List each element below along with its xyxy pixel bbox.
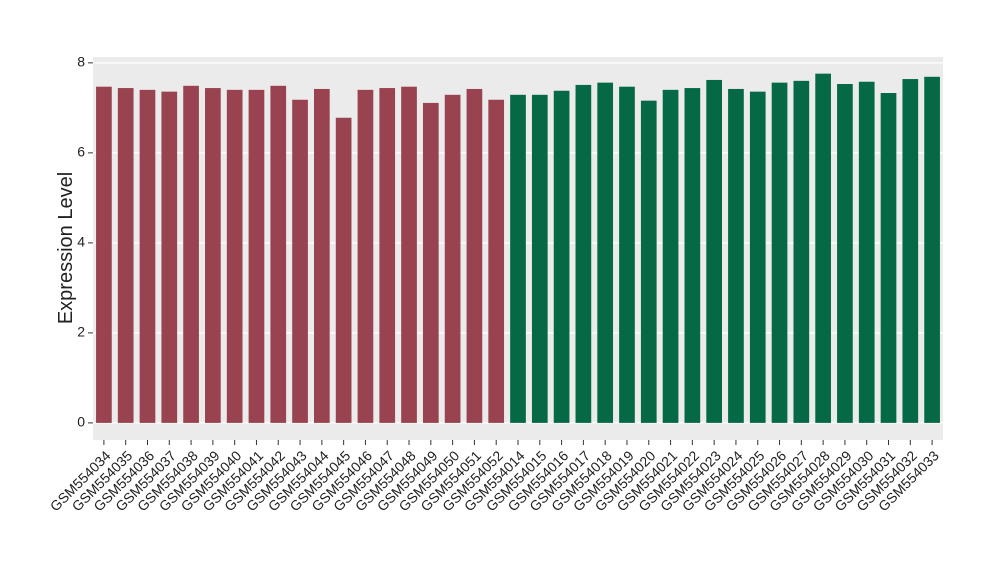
bar (161, 91, 178, 423)
bar (357, 89, 374, 423)
y-axis-title: Expression Level (55, 172, 77, 324)
bar (597, 82, 614, 423)
y-tick-label: 4 (77, 234, 85, 250)
bar (96, 86, 112, 423)
bar (422, 102, 439, 423)
bar (924, 76, 940, 423)
bar (902, 79, 919, 423)
bar (139, 89, 156, 423)
bar (815, 73, 831, 423)
y-tick-label: 8 (77, 54, 85, 70)
bar (270, 85, 287, 423)
y-tick-label: 2 (77, 324, 85, 340)
bar (183, 85, 199, 423)
y-tick-label: 0 (77, 414, 85, 430)
bar (575, 84, 592, 423)
bar (205, 88, 221, 423)
bar (728, 88, 744, 423)
bar (749, 91, 766, 423)
bar (466, 88, 483, 423)
bar (401, 86, 417, 423)
bar (444, 94, 461, 423)
bar (858, 81, 875, 423)
bar (553, 90, 570, 423)
bar (379, 88, 396, 423)
bar (292, 99, 308, 423)
bar (619, 86, 635, 423)
bar (771, 82, 788, 423)
bar (531, 94, 548, 423)
bar (793, 80, 810, 423)
bar (226, 89, 243, 423)
bar (662, 89, 679, 423)
y-tick-label: 6 (77, 144, 85, 160)
bar (248, 89, 265, 423)
bar (837, 84, 853, 423)
bar (314, 88, 330, 423)
bar (510, 94, 526, 423)
bar (684, 88, 701, 423)
bar (640, 100, 657, 423)
bar (706, 79, 722, 423)
bar (488, 99, 505, 423)
bar (335, 117, 352, 423)
bar (880, 93, 897, 423)
bar (117, 88, 134, 423)
